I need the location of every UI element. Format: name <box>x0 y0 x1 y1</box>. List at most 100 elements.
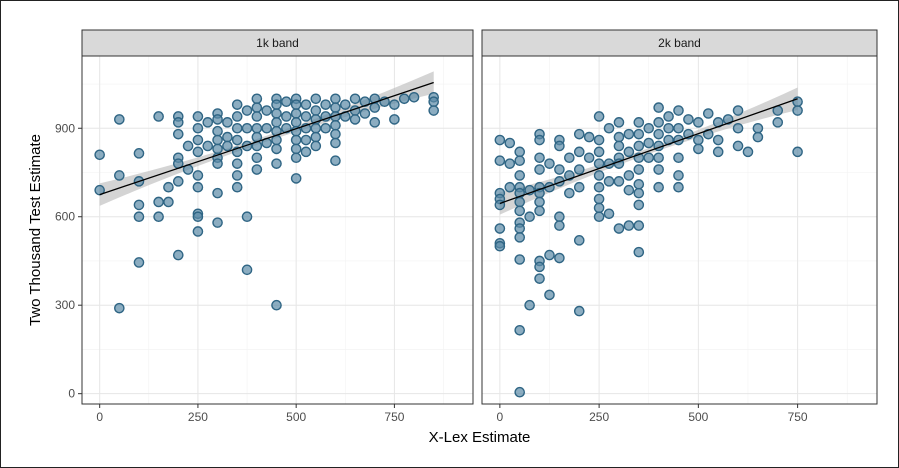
data-point <box>231 134 243 146</box>
data-point <box>514 155 526 166</box>
data-point <box>163 181 174 193</box>
x-tick-label: 0 <box>96 410 103 424</box>
data-point <box>222 117 233 128</box>
data-point <box>564 187 575 199</box>
data-point <box>153 111 164 122</box>
data-point <box>290 143 302 155</box>
data-point <box>398 93 410 105</box>
data-point <box>623 184 635 196</box>
data-point <box>271 299 282 311</box>
data-point <box>212 217 223 228</box>
data-point <box>643 152 655 164</box>
data-point <box>359 108 371 119</box>
data-point <box>281 111 292 122</box>
data-point <box>573 146 585 158</box>
data-point <box>261 122 272 134</box>
data-point <box>290 134 302 146</box>
data-point <box>613 176 625 187</box>
data-point <box>623 170 635 181</box>
panel-1k-band: 1k band 0 250 500 750 <box>81 29 474 424</box>
data-point <box>603 122 615 134</box>
data-point <box>573 305 585 317</box>
data-point <box>792 146 803 158</box>
data-point <box>428 105 440 116</box>
data-point <box>320 122 331 134</box>
data-point <box>504 158 516 169</box>
data-point <box>613 117 625 128</box>
data-point <box>693 134 704 146</box>
data-point <box>172 117 184 128</box>
data-point <box>603 208 615 220</box>
data-point <box>231 158 243 169</box>
data-point <box>310 140 322 152</box>
data-point <box>633 164 645 175</box>
data-point <box>172 176 184 187</box>
data-point <box>192 226 204 237</box>
data-point <box>573 128 585 140</box>
data-point <box>251 102 263 113</box>
data-point <box>330 93 341 105</box>
panel-2k-band: 2k band 0 250 500 750 <box>481 29 878 424</box>
data-point <box>369 117 381 128</box>
data-point <box>251 122 263 134</box>
data-point <box>231 170 243 181</box>
data-point <box>330 120 341 131</box>
fit-line <box>99 81 434 196</box>
x-ticks: 0 250 500 750 <box>96 404 405 424</box>
data-point <box>673 152 684 164</box>
data-point <box>593 193 605 205</box>
data-point <box>290 152 302 164</box>
data-point <box>212 143 223 155</box>
x-tick-label: 250 <box>188 410 208 424</box>
data-point <box>261 105 272 116</box>
data-point <box>593 181 605 193</box>
data-point <box>212 158 223 169</box>
data-point <box>133 199 145 211</box>
data-point <box>290 117 302 128</box>
data-point <box>593 202 605 214</box>
y-tick-label: 600 <box>55 210 75 224</box>
data-point <box>330 155 341 166</box>
data-point <box>514 223 526 234</box>
data-point <box>349 114 361 125</box>
data-point <box>514 196 526 208</box>
data-point <box>241 211 253 223</box>
data-point <box>653 164 664 175</box>
data-point <box>643 137 655 149</box>
data-point <box>494 223 506 234</box>
data-point <box>732 140 744 152</box>
data-point <box>504 137 516 149</box>
data-point <box>241 264 253 276</box>
data-point <box>742 146 754 158</box>
data-point <box>514 232 526 243</box>
data-point <box>573 235 585 246</box>
regression-line <box>99 81 434 196</box>
data-point <box>613 131 625 143</box>
data-point <box>554 252 565 264</box>
data-point <box>231 111 243 122</box>
data-point <box>251 93 263 105</box>
data-point <box>290 99 302 110</box>
data-point <box>554 211 565 223</box>
y-tick-label: 900 <box>55 121 75 135</box>
data-point <box>752 131 764 143</box>
data-point <box>330 102 341 113</box>
data-point <box>212 134 223 146</box>
data-point <box>792 105 803 116</box>
data-point <box>310 93 322 105</box>
data-point <box>683 114 694 125</box>
data-point <box>251 111 263 122</box>
data-point <box>290 108 302 119</box>
data-point <box>300 146 312 158</box>
data-point <box>192 181 204 193</box>
grid-lines <box>82 56 473 404</box>
data-point <box>554 140 565 152</box>
data-point <box>369 102 381 113</box>
data-point <box>712 146 724 158</box>
data-point <box>673 122 684 134</box>
data-point <box>271 143 282 155</box>
data-point <box>534 152 545 164</box>
data-point <box>339 99 351 110</box>
strip-label: 2k band <box>658 36 701 50</box>
data-point <box>514 254 526 265</box>
